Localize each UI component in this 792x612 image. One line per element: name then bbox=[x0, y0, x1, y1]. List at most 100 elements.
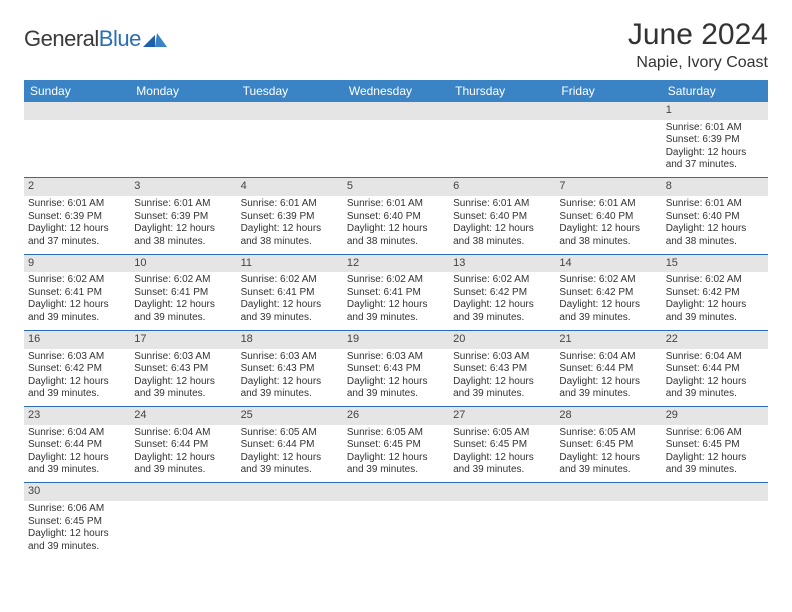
day-detail: Sunrise: 6:01 AM Sunset: 6:40 PM Dayligh… bbox=[555, 196, 661, 254]
day-number bbox=[343, 102, 449, 120]
day-detail: Sunrise: 6:02 AM Sunset: 6:42 PM Dayligh… bbox=[555, 272, 661, 330]
day-detail: Sunrise: 6:01 AM Sunset: 6:40 PM Dayligh… bbox=[343, 196, 449, 254]
day-number: 13 bbox=[449, 254, 555, 272]
day-number: 9 bbox=[24, 254, 130, 272]
detail-row: Sunrise: 6:06 AM Sunset: 6:45 PM Dayligh… bbox=[24, 501, 768, 559]
day-detail: Sunrise: 6:01 AM Sunset: 6:39 PM Dayligh… bbox=[237, 196, 343, 254]
day-detail: Sunrise: 6:04 AM Sunset: 6:44 PM Dayligh… bbox=[130, 425, 236, 483]
day-detail bbox=[662, 501, 768, 559]
weekday-header: Monday bbox=[130, 80, 236, 102]
day-detail: Sunrise: 6:02 AM Sunset: 6:42 PM Dayligh… bbox=[449, 272, 555, 330]
detail-row: Sunrise: 6:01 AM Sunset: 6:39 PM Dayligh… bbox=[24, 120, 768, 178]
daynum-row: 30 bbox=[24, 483, 768, 501]
day-detail: Sunrise: 6:02 AM Sunset: 6:41 PM Dayligh… bbox=[343, 272, 449, 330]
day-detail bbox=[555, 120, 661, 178]
day-detail bbox=[130, 120, 236, 178]
day-number: 7 bbox=[555, 178, 661, 196]
day-detail: Sunrise: 6:04 AM Sunset: 6:44 PM Dayligh… bbox=[662, 349, 768, 407]
day-number bbox=[343, 483, 449, 501]
day-detail: Sunrise: 6:01 AM Sunset: 6:39 PM Dayligh… bbox=[130, 196, 236, 254]
day-number: 29 bbox=[662, 407, 768, 425]
detail-row: Sunrise: 6:01 AM Sunset: 6:39 PM Dayligh… bbox=[24, 196, 768, 254]
day-number bbox=[130, 483, 236, 501]
header-row: GeneralBlue June 2024 Napie, Ivory Coast bbox=[24, 18, 768, 72]
calendar-table: Sunday Monday Tuesday Wednesday Thursday… bbox=[24, 80, 768, 559]
day-detail: Sunrise: 6:01 AM Sunset: 6:39 PM Dayligh… bbox=[662, 120, 768, 178]
day-detail: Sunrise: 6:03 AM Sunset: 6:42 PM Dayligh… bbox=[24, 349, 130, 407]
day-number bbox=[555, 102, 661, 120]
day-number: 22 bbox=[662, 330, 768, 348]
day-number: 27 bbox=[449, 407, 555, 425]
day-number: 10 bbox=[130, 254, 236, 272]
logo: GeneralBlue bbox=[24, 18, 167, 52]
day-number bbox=[662, 483, 768, 501]
daynum-row: 2345678 bbox=[24, 178, 768, 196]
day-number: 26 bbox=[343, 407, 449, 425]
day-detail bbox=[24, 120, 130, 178]
day-detail bbox=[555, 501, 661, 559]
daynum-row: 23242526272829 bbox=[24, 407, 768, 425]
location-subtitle: Napie, Ivory Coast bbox=[628, 54, 768, 72]
weekday-header: Tuesday bbox=[237, 80, 343, 102]
weekday-header: Thursday bbox=[449, 80, 555, 102]
day-number bbox=[237, 102, 343, 120]
day-number: 8 bbox=[662, 178, 768, 196]
day-detail: Sunrise: 6:01 AM Sunset: 6:40 PM Dayligh… bbox=[662, 196, 768, 254]
day-number: 30 bbox=[24, 483, 130, 501]
day-detail bbox=[343, 501, 449, 559]
day-number: 4 bbox=[237, 178, 343, 196]
logo-text: GeneralBlue bbox=[24, 26, 141, 52]
day-number: 2 bbox=[24, 178, 130, 196]
daynum-row: 16171819202122 bbox=[24, 330, 768, 348]
day-detail: Sunrise: 6:01 AM Sunset: 6:40 PM Dayligh… bbox=[449, 196, 555, 254]
day-number: 15 bbox=[662, 254, 768, 272]
day-detail: Sunrise: 6:02 AM Sunset: 6:41 PM Dayligh… bbox=[24, 272, 130, 330]
day-number: 25 bbox=[237, 407, 343, 425]
day-number: 18 bbox=[237, 330, 343, 348]
weekday-header: Wednesday bbox=[343, 80, 449, 102]
day-number bbox=[555, 483, 661, 501]
day-number: 21 bbox=[555, 330, 661, 348]
day-number: 16 bbox=[24, 330, 130, 348]
day-number bbox=[449, 483, 555, 501]
daynum-row: 9101112131415 bbox=[24, 254, 768, 272]
day-detail: Sunrise: 6:03 AM Sunset: 6:43 PM Dayligh… bbox=[449, 349, 555, 407]
day-detail bbox=[449, 120, 555, 178]
weekday-header: Friday bbox=[555, 80, 661, 102]
detail-row: Sunrise: 6:04 AM Sunset: 6:44 PM Dayligh… bbox=[24, 425, 768, 483]
day-detail: Sunrise: 6:05 AM Sunset: 6:45 PM Dayligh… bbox=[555, 425, 661, 483]
day-detail bbox=[130, 501, 236, 559]
day-number: 1 bbox=[662, 102, 768, 120]
day-number: 24 bbox=[130, 407, 236, 425]
day-number bbox=[130, 102, 236, 120]
day-number: 11 bbox=[237, 254, 343, 272]
day-detail: Sunrise: 6:05 AM Sunset: 6:44 PM Dayligh… bbox=[237, 425, 343, 483]
day-detail bbox=[343, 120, 449, 178]
logo-word-1: General bbox=[24, 26, 99, 51]
day-detail: Sunrise: 6:04 AM Sunset: 6:44 PM Dayligh… bbox=[24, 425, 130, 483]
weekday-header-row: Sunday Monday Tuesday Wednesday Thursday… bbox=[24, 80, 768, 102]
day-detail: Sunrise: 6:05 AM Sunset: 6:45 PM Dayligh… bbox=[343, 425, 449, 483]
day-detail bbox=[237, 501, 343, 559]
day-number: 23 bbox=[24, 407, 130, 425]
month-title: June 2024 bbox=[628, 18, 768, 52]
day-detail: Sunrise: 6:02 AM Sunset: 6:42 PM Dayligh… bbox=[662, 272, 768, 330]
daynum-row: 1 bbox=[24, 102, 768, 120]
day-number: 14 bbox=[555, 254, 661, 272]
day-number: 6 bbox=[449, 178, 555, 196]
day-detail: Sunrise: 6:04 AM Sunset: 6:44 PM Dayligh… bbox=[555, 349, 661, 407]
detail-row: Sunrise: 6:02 AM Sunset: 6:41 PM Dayligh… bbox=[24, 272, 768, 330]
day-detail: Sunrise: 6:03 AM Sunset: 6:43 PM Dayligh… bbox=[237, 349, 343, 407]
day-number: 5 bbox=[343, 178, 449, 196]
day-detail: Sunrise: 6:03 AM Sunset: 6:43 PM Dayligh… bbox=[130, 349, 236, 407]
flag-icon bbox=[143, 31, 167, 47]
logo-word-2: Blue bbox=[99, 26, 141, 51]
weekday-header: Sunday bbox=[24, 80, 130, 102]
day-detail: Sunrise: 6:05 AM Sunset: 6:45 PM Dayligh… bbox=[449, 425, 555, 483]
day-detail: Sunrise: 6:02 AM Sunset: 6:41 PM Dayligh… bbox=[237, 272, 343, 330]
day-detail: Sunrise: 6:01 AM Sunset: 6:39 PM Dayligh… bbox=[24, 196, 130, 254]
day-detail: Sunrise: 6:06 AM Sunset: 6:45 PM Dayligh… bbox=[24, 501, 130, 559]
day-detail: Sunrise: 6:02 AM Sunset: 6:41 PM Dayligh… bbox=[130, 272, 236, 330]
day-number: 3 bbox=[130, 178, 236, 196]
day-detail: Sunrise: 6:06 AM Sunset: 6:45 PM Dayligh… bbox=[662, 425, 768, 483]
